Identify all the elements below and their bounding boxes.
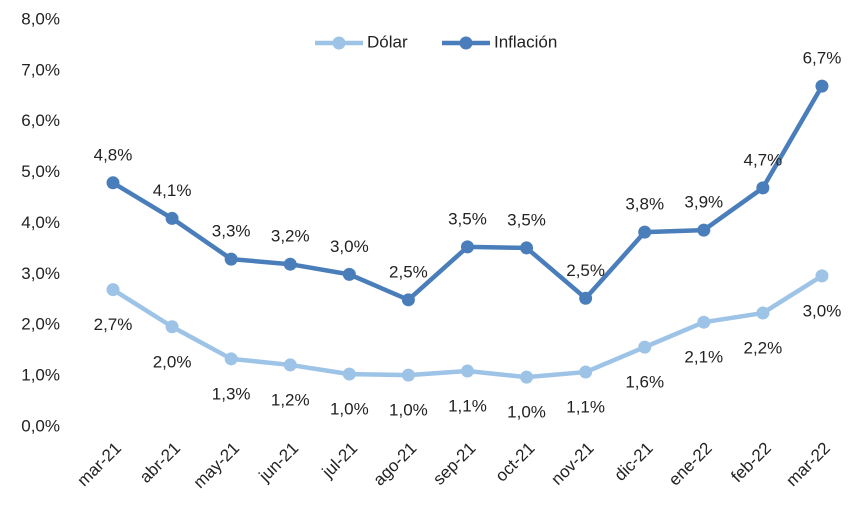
- data-label: 3,8%: [625, 195, 664, 214]
- point: [460, 240, 474, 254]
- point: [815, 269, 829, 283]
- legend-label: Dólar: [367, 32, 408, 51]
- x-tick-label: sep-21: [429, 439, 479, 489]
- x-tick-label: feb-22: [727, 439, 775, 487]
- point: [401, 368, 415, 382]
- y-tick-label: 8,0%: [21, 9, 60, 28]
- data-label: 3,0%: [330, 237, 369, 256]
- legend-label: Inflación: [494, 32, 557, 51]
- point: [579, 291, 593, 305]
- x-tick-label: nov-21: [547, 439, 597, 489]
- point: [638, 225, 652, 239]
- point: [638, 340, 652, 354]
- data-label: 4,7%: [744, 150, 783, 169]
- data-label: 1,6%: [625, 373, 664, 392]
- point: [283, 358, 297, 372]
- point: [460, 364, 474, 378]
- x-tick-label: mar-21: [73, 439, 125, 491]
- data-label: 4,1%: [153, 181, 192, 200]
- x-tick-label: may-21: [190, 439, 244, 493]
- y-tick-label: 3,0%: [21, 264, 60, 283]
- point: [520, 370, 534, 384]
- data-label: 1,2%: [271, 390, 310, 409]
- legend-item: Inflación: [442, 32, 557, 51]
- data-label: 1,1%: [566, 398, 605, 417]
- point: [106, 283, 120, 297]
- point: [697, 315, 711, 329]
- x-tick-label: oct-21: [492, 439, 539, 486]
- y-tick-label: 7,0%: [21, 60, 60, 79]
- point: [342, 267, 356, 281]
- point: [697, 223, 711, 237]
- y-tick-label: 6,0%: [21, 111, 60, 130]
- data-label: 1,3%: [212, 384, 251, 403]
- point: [815, 79, 829, 93]
- data-label: 1,0%: [330, 400, 369, 419]
- data-label: 1,0%: [507, 403, 546, 422]
- y-tick-label: 1,0%: [21, 366, 60, 385]
- point: [224, 352, 238, 366]
- point: [283, 257, 297, 271]
- data-label: 3,2%: [271, 227, 310, 246]
- data-label: 2,5%: [566, 261, 605, 280]
- x-tick-label: ene-22: [665, 439, 716, 490]
- data-label: 3,5%: [448, 209, 487, 228]
- legend-item: Dólar: [315, 32, 408, 51]
- data-label: 2,2%: [744, 339, 783, 358]
- point: [342, 367, 356, 381]
- y-tick-label: 2,0%: [21, 315, 60, 334]
- point: [165, 320, 179, 334]
- data-label: 3,3%: [212, 222, 251, 241]
- point: [106, 176, 120, 190]
- x-tick-label: jul-21: [318, 439, 362, 483]
- point: [756, 306, 770, 320]
- x-tick-label: mar-22: [782, 439, 834, 491]
- point: [520, 241, 534, 255]
- point: [165, 211, 179, 225]
- x-tick-label: jun-21: [255, 439, 303, 487]
- data-label: 2,5%: [389, 262, 428, 281]
- data-label: 2,0%: [153, 352, 192, 371]
- legend-marker: [459, 36, 473, 50]
- data-label: 6,7%: [803, 49, 842, 68]
- legend-marker: [332, 36, 346, 50]
- point: [579, 365, 593, 379]
- data-label: 3,0%: [803, 301, 842, 320]
- data-label: 2,1%: [684, 348, 723, 367]
- y-tick-label: 0,0%: [21, 416, 60, 435]
- point: [756, 181, 770, 195]
- data-label: 2,7%: [94, 315, 133, 334]
- data-label: 1,1%: [448, 397, 487, 416]
- data-label: 1,0%: [389, 401, 428, 420]
- data-label: 3,9%: [684, 193, 723, 212]
- x-tick-label: dic-21: [611, 439, 657, 485]
- x-tick-label: ago-21: [370, 439, 421, 490]
- x-tick-label: abr-21: [136, 439, 184, 487]
- y-tick-label: 4,0%: [21, 213, 60, 232]
- data-label: 3,5%: [507, 210, 546, 229]
- y-tick-label: 5,0%: [21, 162, 60, 181]
- point: [224, 252, 238, 266]
- point: [401, 293, 415, 307]
- data-label: 4,8%: [94, 145, 133, 164]
